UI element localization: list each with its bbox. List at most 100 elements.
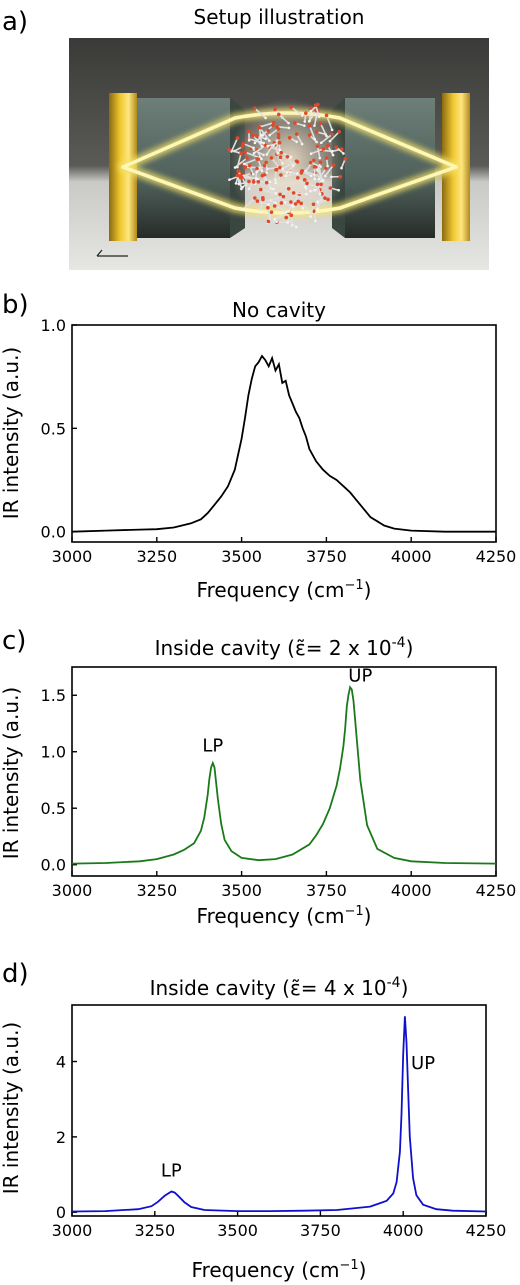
y-tick-label: 0.0: [41, 856, 66, 875]
molecule: [318, 121, 328, 138]
chart-d-ticks: 3000 3250 3500 3750 4000 4250 0 2 4: [52, 1053, 507, 1240]
molecule: [247, 163, 255, 176]
molecules: [227, 102, 348, 229]
x-tick-label: 4000: [391, 547, 432, 566]
y-tick-label: 1.5: [41, 686, 66, 705]
chart-c-ylabel: IR intensity (a.u.): [0, 687, 23, 859]
molecule: [315, 144, 322, 160]
chart-b-series-line: [71, 354, 496, 533]
molecule: [309, 202, 316, 218]
molecule: [255, 163, 267, 174]
molecule: [266, 219, 278, 224]
molecule: [279, 150, 293, 159]
molecule: [261, 197, 277, 204]
chart-c-ticks: 3000 3250 3500 3750 4000 4250 0.0 0.5 1.0 1.5: [41, 686, 517, 900]
molecule: [285, 154, 295, 167]
molecule: [279, 201, 295, 208]
chart-c-series-line: [71, 685, 497, 865]
molecule: [316, 196, 327, 204]
peak-label-up: UP: [411, 1053, 435, 1074]
chart-b-ticks: 3000 3250 3500 3750 4000 4250 0.0 0.5 1.0: [41, 316, 517, 566]
molecule: [315, 182, 322, 196]
molecule: [303, 111, 308, 123]
y-tick-label: 0.5: [41, 419, 66, 438]
molecule: [295, 176, 307, 189]
chart-b-plot-area: [71, 324, 497, 543]
molecule: [324, 113, 334, 132]
molecule: [294, 132, 304, 146]
y-tick-label: 0.5: [41, 799, 66, 818]
molecule: [328, 130, 341, 143]
molecule: [274, 168, 278, 181]
x-tick-label: 4000: [383, 1221, 424, 1240]
molecule: [293, 121, 306, 127]
molecule: [319, 132, 334, 145]
setup-illustration: [69, 38, 489, 270]
panel-b: b) No cavity 3000 3250 3500 3750 4000 4250 0.0…: [0, 290, 516, 602]
molecule: [274, 173, 283, 185]
molecule: [227, 148, 241, 155]
panel-c-letter: c): [2, 626, 26, 656]
chart-d-annotations: LP UP: [161, 1053, 435, 1181]
panel-a-letter: a): [2, 7, 28, 37]
molecule: [340, 157, 348, 170]
y-tick-label: 1.0: [41, 316, 66, 335]
molecule: [259, 129, 271, 137]
chart-d-ylabel: IR intensity (a.u.): [0, 1022, 23, 1194]
molecule: [284, 215, 298, 229]
molecule: [264, 160, 269, 175]
peak-label-up: UP: [348, 666, 372, 687]
molecule: [258, 187, 278, 195]
molecule: [313, 103, 321, 118]
molecule: [287, 136, 298, 144]
molecule: [252, 106, 267, 120]
panel-a-title: Setup illustration: [194, 5, 365, 29]
axis-glyph: [96, 249, 128, 257]
x-tick-label: 3000: [52, 881, 93, 900]
chart-c-plot-area: [71, 666, 497, 877]
chart-d-plot-area: [71, 1004, 487, 1217]
x-tick-label: 4250: [466, 1221, 507, 1240]
molecule: [307, 123, 317, 141]
x-tick-label: 3500: [221, 547, 262, 566]
x-tick-label: 4250: [476, 547, 517, 566]
molecule: [255, 199, 270, 206]
molecule: [264, 180, 275, 191]
molecule: [291, 202, 298, 214]
panel-a: a) Setup illustration: [2, 5, 489, 270]
molecule: [300, 169, 316, 176]
molecule: [328, 186, 340, 192]
molecule: [330, 174, 343, 179]
chart-b-xlabel: Frequency (cm−1): [197, 578, 372, 602]
molecule: [334, 145, 345, 155]
peak-label-lp: LP: [161, 1160, 182, 1181]
molecule: [240, 175, 258, 180]
x-tick-label: 3250: [136, 547, 177, 566]
chart-c-annotations: LP UP: [202, 666, 372, 757]
molecule: [287, 200, 293, 213]
molecule: [312, 165, 317, 181]
panel-d-letter: d): [2, 959, 29, 989]
molecule: [323, 163, 336, 178]
chart-c-xlabel: Frequency (cm−1): [197, 904, 372, 928]
x-tick-label: 3500: [217, 1221, 258, 1240]
peak-label-lp: LP: [202, 736, 223, 757]
molecule-cloud: [228, 98, 348, 226]
x-tick-label: 3000: [52, 1221, 93, 1240]
x-tick-label: 3750: [300, 1221, 341, 1240]
x-tick-label: 4250: [476, 881, 517, 900]
x-tick-label: 3750: [306, 547, 347, 566]
chart-d-series-line: [71, 1016, 487, 1213]
panel-b-letter: b): [2, 290, 29, 320]
left-block: [137, 98, 230, 238]
y-tick-label: 1.0: [41, 743, 66, 762]
chart-b-ylabel: IR intensity (a.u.): [0, 347, 23, 519]
molecule: [313, 182, 323, 192]
molecule: [285, 160, 300, 174]
molecule: [241, 179, 251, 189]
chart-c-title: Inside cavity (ε̃= 2 x 10-4): [155, 635, 414, 660]
right-block: [345, 98, 435, 238]
molecule: [247, 129, 251, 142]
molecule: [325, 144, 335, 157]
molecule: [289, 105, 304, 117]
